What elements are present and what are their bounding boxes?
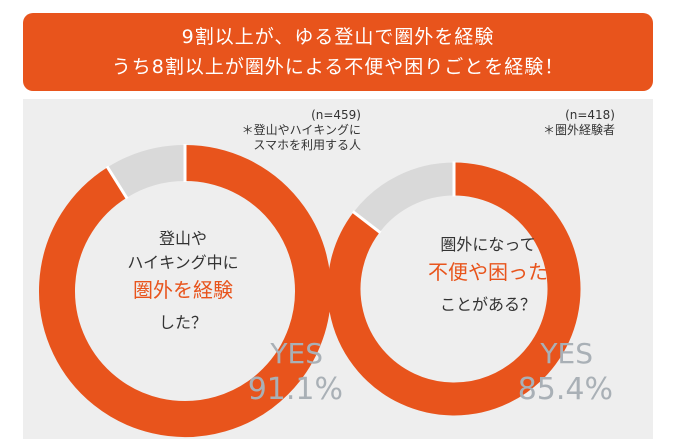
left-question-line-2: ハイキング中に [127,253,239,272]
left-yes-label: YES [270,337,323,370]
donut-charts [39,144,581,437]
inconvenience-slice-other [353,162,455,233]
experience-slice-other [107,145,186,199]
inconvenience-slice-yes [327,162,581,416]
inconvenience-slice-separator [351,210,382,234]
headline-line-1: 9割以上が、ゆる登山で圏外を経験 [181,26,495,48]
donut-chart-inconvenience [327,161,581,416]
donut-chart-experience [39,144,331,437]
left-note-line-2: スマホを利用する人 [253,138,361,152]
experience-slice-separator [105,165,129,200]
left-question-line-4: した？ [158,313,207,332]
left-yes-value: 91.1% [247,372,343,407]
left-question: 登山や ハイキング中に 圏外を経験 した？ [93,227,273,335]
charts-panel: (n=459) ＊登山やハイキングに スマホを利用する人 登山や ハイキング中に… [23,99,653,439]
right-sample-size: (n=418) [565,108,615,122]
headline-banner: 9割以上が、ゆる登山で圏外を経験 うち8割以上が圏外による不便や困りごとを経験！ [23,13,653,91]
left-question-highlight: 圏外を経験 [133,278,233,302]
left-sample-size: (n=459) [311,108,361,122]
right-sample-note: (n=418) ＊圏外経験者 [455,108,615,138]
right-question-highlight: 不便や困った [428,260,548,284]
right-question-line-1: 圏外になって [440,235,536,254]
left-sample-note: (n=459) ＊登山やハイキングに スマホを利用する人 [161,108,361,153]
right-note-line-1: ＊圏外経験者 [542,123,615,137]
experience-slice-yes [39,145,331,437]
right-yes-value: 85.4% [517,372,613,407]
left-note-line-1: ＊登山やハイキングに [241,123,361,137]
left-question-line-1: 登山や [158,229,207,248]
right-yes-label: YES [540,337,593,370]
right-question: 圏外になって 不便や困った ことがある？ [403,233,573,317]
headline-line-2: うち8割以上が圏外による不便や困りごとを経験！ [111,56,565,78]
right-question-line-3: ことがある？ [439,295,536,314]
